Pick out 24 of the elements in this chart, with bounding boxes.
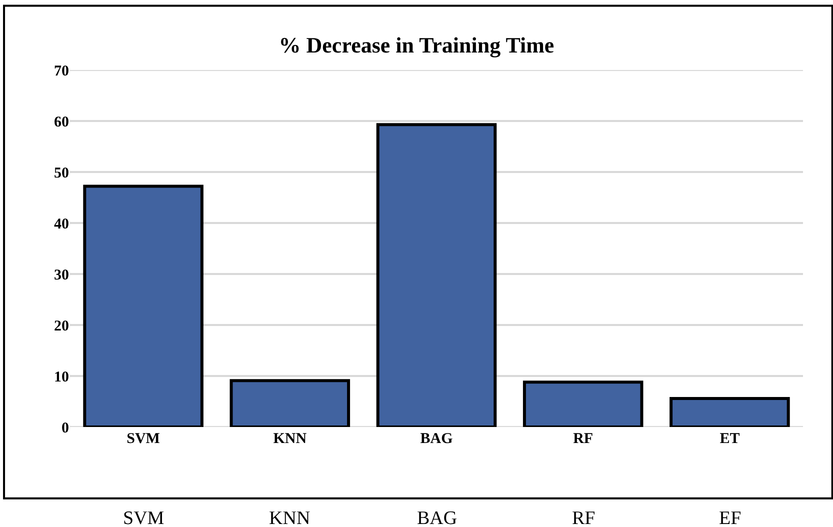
y-tick-label: 20 (54, 318, 69, 334)
x-tick-label: RF (573, 431, 594, 447)
bar (522, 380, 644, 427)
x-tick-label: BAG (420, 431, 454, 447)
chart-title: % Decrease in Training Time (278, 32, 554, 58)
y-tick-label: 30 (54, 267, 69, 284)
text: RF (572, 508, 596, 527)
bar (670, 396, 790, 427)
y-tick-label: 10 (54, 369, 69, 386)
bar (376, 123, 497, 427)
bar (230, 379, 350, 427)
y-tick-label: 40 (54, 216, 69, 232)
y-tick-label: 0 (62, 420, 69, 436)
y-tick-label: 60 (54, 114, 69, 130)
y-tick-label: 50 (54, 165, 69, 182)
text: SVM (123, 508, 164, 527)
x-tick-label: KNN (273, 431, 307, 447)
x-tick-label: SVM (126, 431, 160, 447)
y-tick-label: 70 (54, 63, 69, 80)
text: BAG (417, 508, 458, 527)
x-tick-label: ET (720, 431, 740, 447)
text: KNN (269, 508, 310, 527)
text: EF (719, 508, 742, 527)
bar (83, 184, 204, 427)
